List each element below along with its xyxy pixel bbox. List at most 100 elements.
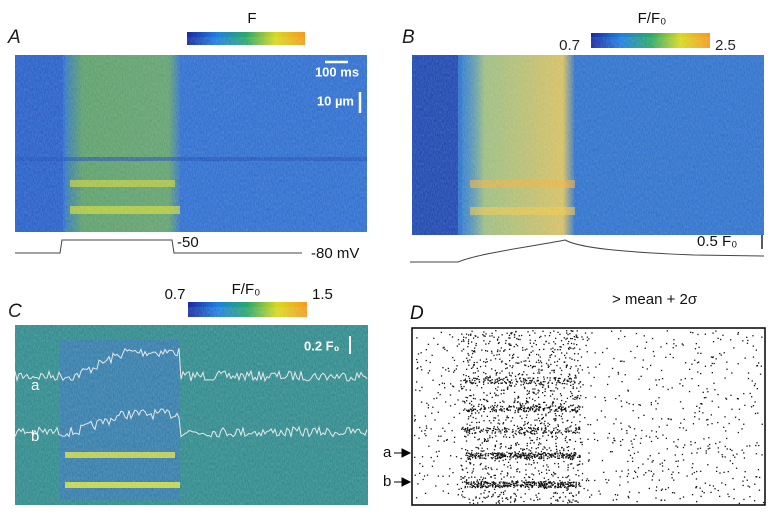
event-dot [632,460,634,462]
event-dot [573,409,575,411]
event-dot [604,416,606,418]
event-dot [509,464,511,467]
event-dot [497,386,499,388]
event-dot [527,331,529,333]
event-dot [737,332,739,334]
event-dot [470,455,472,457]
event-dot [568,446,570,448]
event-dot [480,429,482,431]
event-dot [663,459,666,462]
event-dot [466,423,468,425]
event-dot [503,410,505,413]
event-dot [481,447,483,449]
event-dot [532,478,534,480]
event-dot [504,485,506,487]
event-dot [481,457,483,459]
event-dot [466,454,469,457]
event-dot [492,456,494,459]
event-dot [500,393,502,395]
event-dot [524,421,526,423]
event-dot [515,444,517,446]
event-dot [442,490,444,492]
event-dot [567,487,569,489]
event-dot [526,397,528,400]
event-dot [560,483,562,485]
event-dot [481,485,483,487]
event-dot [465,337,467,339]
event-dot [484,379,486,381]
event-dot [437,475,439,477]
event-dot [540,429,543,431]
event-dot [560,373,562,376]
event-dot [468,429,471,431]
event-dot [533,372,535,374]
event-dot [717,489,719,492]
event-dot [566,430,568,432]
event-dot [703,397,706,399]
event-dot [489,437,491,439]
event-dot [525,473,527,476]
event-dot [561,409,563,411]
event-dot [700,352,702,354]
event-dot [533,342,535,344]
event-dot [630,440,632,442]
event-dot [554,409,557,411]
event-dot [522,455,525,457]
event-dot [578,485,580,487]
event-dot [500,473,502,475]
event-dot [733,498,735,500]
event-dot [503,436,505,438]
event-dot [479,409,481,411]
event-dot [531,482,533,484]
event-dot [522,383,525,386]
event-dot [708,437,710,439]
event-dot [502,482,505,484]
event-dot [520,429,522,431]
event-dot [633,452,636,455]
event-dot [536,454,538,456]
event-dot [414,419,416,421]
event-dot [516,453,518,455]
event-dot [588,479,590,482]
event-dot [519,415,521,417]
event-dot [658,379,660,381]
event-dot [494,460,496,462]
event-dot [470,333,472,335]
event-dot [487,430,489,432]
event-dot [471,450,473,452]
colorbar-max: 2.5 [715,37,736,54]
event-dot [537,427,539,429]
event-dot [476,378,479,380]
event-dot [505,419,507,421]
event-dot [523,455,526,457]
event-dot [514,500,516,502]
event-dot [485,440,488,442]
event-dot [445,439,448,441]
event-dot [529,377,531,379]
event-dot [516,481,518,483]
event-dot [548,406,550,408]
event-dot [472,350,475,353]
event-dot [518,427,520,429]
event-dot [472,394,475,396]
event-dot [560,394,563,397]
event-dot [542,386,544,388]
event-dot [499,372,501,374]
event-dot [567,431,570,433]
event-dot [544,427,546,429]
event-dot [557,378,560,380]
event-dot [698,361,700,363]
event-dot [541,418,543,420]
event-dot [501,406,504,408]
event-dot [652,350,655,353]
event-dot [532,427,535,429]
event-dot [540,362,543,364]
event-dot [545,486,547,489]
event-dot [489,411,491,413]
event-dot [506,475,508,477]
event-dot [454,369,456,372]
event-dot [542,381,544,383]
event-dot [506,378,508,381]
event-dot [517,338,520,340]
event-dot [695,486,698,488]
